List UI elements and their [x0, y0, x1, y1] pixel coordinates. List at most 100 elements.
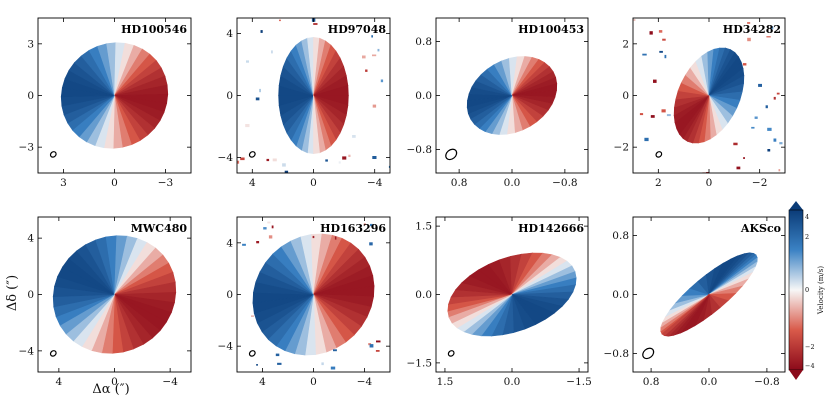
x-axis-label: Δα (″) — [92, 382, 129, 397]
noise-pixel — [666, 114, 671, 117]
x-tick-label: 0.0 — [504, 177, 521, 189]
noise-pixel — [380, 79, 384, 83]
panel-title: HD100453 — [518, 23, 584, 36]
x-tick-label: 0.0 — [701, 376, 718, 388]
noise-pixel — [639, 113, 644, 116]
x-tick-label: 0 — [111, 177, 118, 189]
y-tick-label: −0.8 — [407, 144, 433, 156]
x-tick-label: 1.5 — [437, 376, 454, 388]
y-tick-label: −1.5 — [407, 357, 433, 369]
noise-pixel — [776, 92, 780, 95]
velocity-map — [447, 252, 577, 337]
noise-pixel — [642, 53, 647, 56]
noise-pixel — [255, 97, 260, 101]
y-tick-label: 4 — [226, 28, 233, 40]
noise-pixel — [330, 366, 336, 370]
noise-pixel — [706, 172, 709, 173]
noise-pixel — [279, 19, 281, 22]
noise-pixel — [348, 154, 351, 157]
noise-pixel — [275, 353, 280, 357]
noise-pixel — [313, 23, 318, 25]
noise-pixel — [271, 225, 274, 229]
noise-pixel — [375, 350, 380, 352]
x-tick-label: 0.8 — [451, 177, 468, 189]
noise-pixel — [271, 50, 273, 54]
noise-pixel — [376, 340, 381, 343]
panel-hd34282: 2 0 −2 2 0 −2 HD34282 — [614, 17, 786, 189]
noise-pixel — [377, 48, 380, 52]
y-tick-label: 4 — [226, 237, 233, 249]
panel-aksco: 0.8 0.0 −0.8 0.8 0.0 −0.8 AKSco — [604, 216, 786, 388]
noise-pixel — [779, 142, 783, 145]
noise-pixel — [334, 236, 337, 240]
noise-pixel — [649, 31, 653, 35]
noise-pixel — [754, 116, 758, 119]
noise-pixel — [758, 83, 762, 87]
noise-pixel — [633, 19, 636, 21]
y-tick-label: 0 — [27, 289, 34, 301]
noise-pixel — [372, 156, 377, 159]
noise-pixel — [733, 142, 738, 146]
x-tick-label: 0.8 — [643, 376, 660, 388]
noise-pixel — [260, 30, 263, 33]
noise-pixel — [658, 30, 663, 33]
noise-pixel — [272, 158, 277, 162]
colorbar-bottom-arrow — [789, 370, 803, 380]
x-tick-label: 4 — [56, 376, 63, 388]
panel-hd163296: 4 0 −4 4 0 −4 HD163296 — [218, 216, 391, 388]
y-tick-label: −2 — [614, 142, 629, 154]
noise-pixel — [662, 38, 666, 41]
beam-ellipse — [447, 350, 455, 357]
noise-pixel — [256, 364, 258, 366]
noise-pixel — [372, 104, 377, 108]
x-tick-label: 0 — [310, 376, 317, 388]
noise-pixel — [770, 26, 774, 30]
noise-pixel — [267, 221, 271, 224]
noise-pixel — [661, 109, 666, 113]
noise-pixel — [321, 362, 324, 366]
panel-title: MWC480 — [131, 222, 188, 235]
velocity-map — [52, 235, 177, 354]
colorbar-tick: 4 — [805, 213, 809, 221]
noise-pixel — [767, 127, 772, 131]
x-tick-label: −2 — [752, 177, 767, 189]
y-tick-label: 0.0 — [415, 90, 432, 102]
panel-title: HD163296 — [320, 222, 386, 235]
colorbar-label: Velocity (m/s) — [817, 266, 825, 315]
noise-pixel — [333, 349, 337, 352]
noise-pixel — [659, 50, 663, 53]
noise-pixel — [747, 37, 751, 42]
beam-ellipse — [49, 151, 57, 158]
panel-title: AKSco — [740, 222, 781, 235]
panel-hd142666: 1.5 0.0 −1.5 1.5 0.0 −1.5 HD142666 — [407, 216, 592, 388]
noise-pixel — [765, 105, 768, 109]
noise-pixel — [650, 115, 655, 118]
y-tick-label: 0 — [226, 90, 233, 102]
noise-pixel — [363, 223, 366, 226]
x-tick-label: −3 — [158, 177, 173, 189]
velocity-map — [660, 252, 758, 337]
disk-sector — [72, 95, 115, 138]
disk-sector — [687, 95, 710, 144]
noise-pixel — [240, 157, 245, 161]
y-tick-label: −0.8 — [604, 348, 630, 360]
y-tick-label: 0.0 — [612, 289, 629, 301]
noise-pixel — [237, 160, 240, 164]
y-tick-label: −4 — [19, 345, 35, 357]
beam-ellipse — [49, 350, 57, 357]
panel-title: HD142666 — [518, 222, 584, 235]
noise-pixel — [251, 315, 254, 317]
noise-pixel — [259, 88, 261, 93]
beam-ellipse — [445, 148, 458, 161]
panel-title: HD97048 — [328, 23, 387, 36]
x-tick-label: 3 — [60, 177, 67, 189]
y-tick-label: 0.0 — [415, 289, 432, 301]
noise-pixel — [371, 35, 373, 38]
y-tick-label: 0 — [27, 90, 34, 102]
velocity-map — [633, 19, 783, 173]
y-axis-label: Δδ (″) — [5, 275, 20, 311]
y-tick-label: −3 — [19, 142, 34, 154]
colorbar: 4 2 0 −2 −4 Velocity (m/s) — [788, 201, 825, 380]
x-tick-label: 4 — [259, 376, 266, 388]
